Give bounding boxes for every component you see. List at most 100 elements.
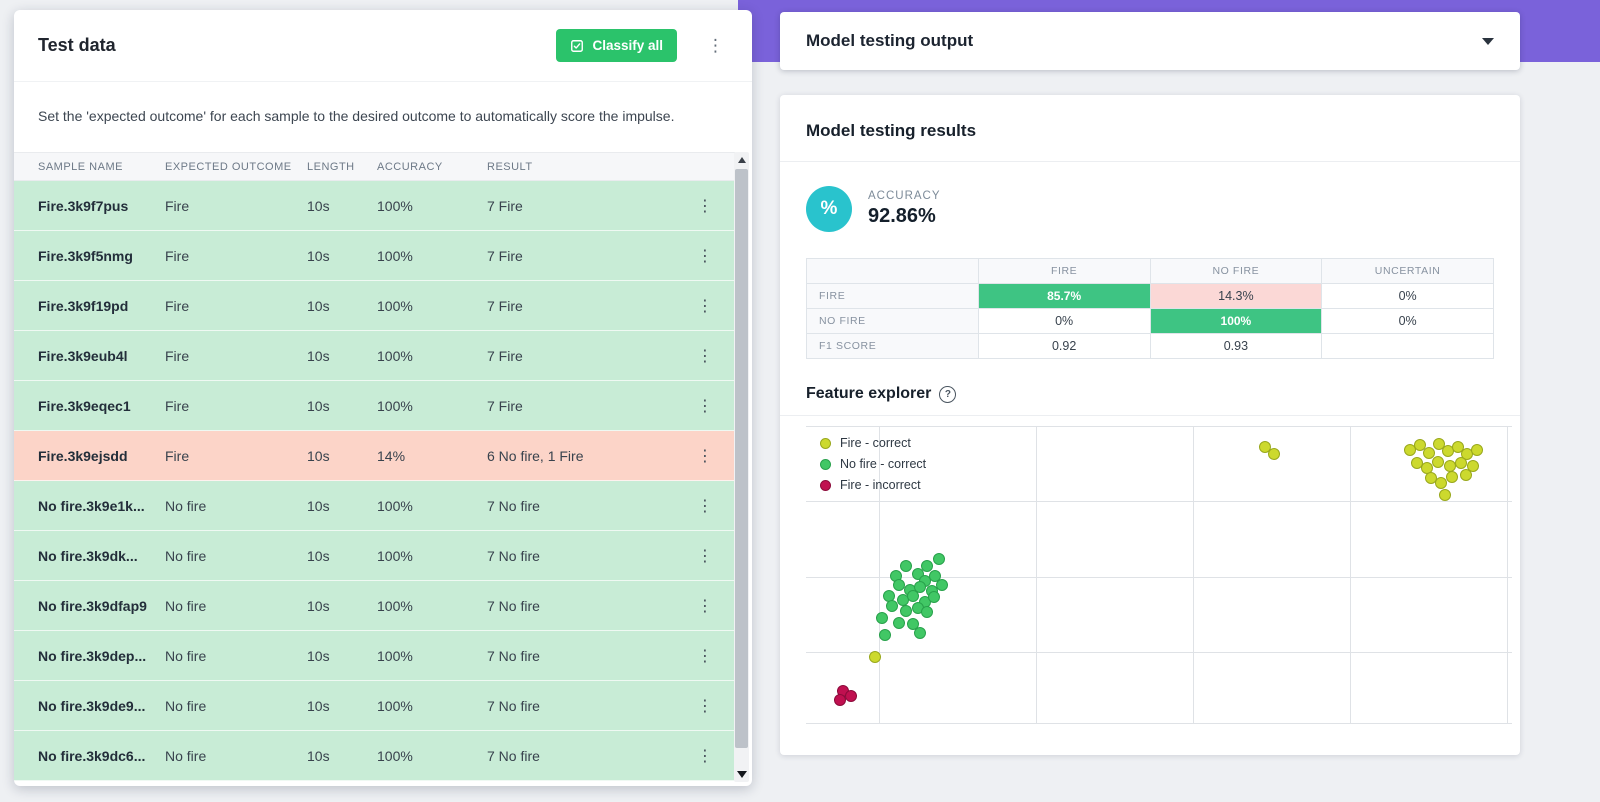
scatter-point[interactable]: [893, 616, 906, 629]
expected-outcome: Fire: [165, 197, 190, 214]
sample-result: 7 No fire: [487, 497, 540, 514]
accuracy-value: 92.86%: [868, 205, 936, 227]
matrix-cell: 0%: [978, 309, 1151, 334]
row-menu-icon[interactable]: ⋮: [697, 547, 713, 565]
table-row[interactable]: No fire.3k9dk... No fire 10s 100% 7 No fire ⋮: [14, 531, 735, 582]
scatter-point[interactable]: [900, 604, 913, 617]
row-menu-icon[interactable]: ⋮: [697, 247, 713, 265]
scatter-point[interactable]: [1435, 476, 1448, 489]
matrix-cell: 0.93: [1150, 334, 1323, 359]
table-row[interactable]: Fire.3k9ejsdd Fire 10s 14% 6 No fire, 1 Fire…: [14, 431, 735, 482]
legend-item[interactable]: Fire - correct: [820, 436, 926, 450]
scatter-point[interactable]: [893, 579, 906, 592]
legend-item[interactable]: No fire - correct: [820, 457, 926, 471]
row-menu-icon[interactable]: ⋮: [697, 347, 713, 365]
table-row[interactable]: No fire.3k9dfap9 No fire 10s 100% 7 No fire ⋮: [14, 581, 735, 632]
scatter-point[interactable]: [1258, 440, 1271, 453]
sample-accuracy: 100%: [377, 197, 413, 214]
confusion-matrix: FIRE NO FIRE UNCERTAIN FIRE 85.7% 14.3% 0% NO F…: [806, 258, 1494, 359]
scatter-point[interactable]: [845, 689, 858, 702]
sample-length: 10s: [307, 647, 330, 664]
scatter-point[interactable]: [932, 552, 945, 565]
feature-explorer-header: Feature explorer ?: [780, 359, 1520, 415]
classify-all-button[interactable]: Classify all: [556, 29, 677, 62]
accuracy-text: ACCURACY 92.86%: [868, 190, 941, 228]
sample-length: 10s: [307, 347, 330, 364]
row-menu-icon[interactable]: ⋮: [697, 597, 713, 615]
sample-result: 6 No fire, 1 Fire: [487, 447, 584, 464]
table-row[interactable]: Fire.3k9f7pus Fire 10s 100% 7 Fire ⋮: [14, 181, 735, 232]
scatter-point[interactable]: [921, 560, 934, 573]
gridline: [1036, 426, 1038, 724]
table-row[interactable]: Fire.3k9f19pd Fire 10s 100% 7 Fire ⋮: [14, 281, 735, 332]
table-row[interactable]: Fire.3k9eub4l Fire 10s 100% 7 Fire ⋮: [14, 331, 735, 382]
matrix-cell: 100%: [1150, 309, 1323, 334]
row-menu-icon[interactable]: ⋮: [697, 697, 713, 715]
expected-outcome: No fire: [165, 697, 207, 714]
scatter-point[interactable]: [1460, 469, 1473, 482]
scatter-point[interactable]: [1455, 457, 1468, 470]
row-menu-icon[interactable]: ⋮: [697, 747, 713, 765]
help-icon[interactable]: ?: [939, 385, 957, 403]
scatter-point[interactable]: [1467, 460, 1480, 473]
scatter-point[interactable]: [914, 627, 927, 640]
table-row[interactable]: No fire.3k9de9... No fire 10s 100% 7 No fire…: [14, 681, 735, 732]
scatter-point[interactable]: [1445, 470, 1458, 483]
scatter-point[interactable]: [1423, 446, 1436, 459]
row-menu-icon[interactable]: ⋮: [697, 297, 713, 315]
legend-item[interactable]: Fire - incorrect: [820, 478, 926, 492]
chevron-down-icon[interactable]: [1482, 37, 1494, 45]
scatter-point[interactable]: [928, 591, 941, 604]
scatter-point[interactable]: [1451, 440, 1464, 453]
scatter-point[interactable]: [900, 560, 913, 573]
table-row[interactable]: No fire.3k9dep... No fire 10s 100% 7 No fire…: [14, 631, 735, 682]
panel-menu-icon[interactable]: ⋮: [707, 35, 724, 55]
sample-result: 7 No fire: [487, 647, 540, 664]
sample-name: Fire.3k9ejsdd: [38, 447, 128, 464]
sample-name: No fire.3k9e1k...: [38, 497, 145, 514]
scroll-up-button[interactable]: [734, 152, 749, 168]
row-menu-icon[interactable]: ⋮: [697, 397, 713, 415]
row-menu-icon[interactable]: ⋮: [697, 497, 713, 515]
scatter-point[interactable]: [1470, 443, 1483, 456]
scatter-point[interactable]: [1438, 488, 1451, 501]
row-menu-icon[interactable]: ⋮: [697, 447, 713, 465]
scatter-point[interactable]: [886, 600, 899, 613]
scatter-point[interactable]: [1403, 443, 1416, 456]
table-scrollbar[interactable]: [734, 152, 749, 782]
sample-length: 10s: [307, 197, 330, 214]
scatter-point[interactable]: [833, 694, 846, 707]
table-row[interactable]: Fire.3k9f5nmg Fire 10s 100% 7 Fire ⋮: [14, 231, 735, 282]
scatter-point[interactable]: [876, 612, 889, 625]
scroll-down-button[interactable]: [734, 766, 749, 782]
sample-name: Fire.3k9eqec1: [38, 397, 131, 414]
scatter-point[interactable]: [1268, 448, 1281, 461]
column-header-expected-outcome: EXPECTED OUTCOME: [165, 160, 292, 173]
scatter-point[interactable]: [935, 579, 948, 592]
sample-accuracy: 100%: [377, 247, 413, 264]
gridline: [806, 723, 1512, 725]
column-header-result: RESULT: [487, 160, 533, 173]
sample-accuracy: 100%: [377, 297, 413, 314]
table-row[interactable]: No fire.3k9dc6... No fire 10s 100% 7 No fire…: [14, 731, 735, 782]
row-menu-icon[interactable]: ⋮: [697, 647, 713, 665]
scatter-point[interactable]: [1414, 439, 1427, 452]
scatter-point[interactable]: [921, 606, 934, 619]
gridline: [806, 652, 1512, 654]
gridline: [1192, 426, 1194, 724]
scatter-point[interactable]: [879, 628, 892, 641]
scatter-point[interactable]: [1433, 437, 1446, 450]
scatter-point[interactable]: [907, 589, 920, 602]
row-menu-icon[interactable]: ⋮: [697, 197, 713, 215]
legend-label: Fire - incorrect: [840, 478, 921, 492]
sample-length: 10s: [307, 547, 330, 564]
sample-accuracy: 100%: [377, 647, 413, 664]
scatter-point[interactable]: [869, 650, 882, 663]
scatter-point[interactable]: [1431, 455, 1444, 468]
sample-result: 7 Fire: [487, 347, 523, 364]
feature-explorer-title: Feature explorer: [806, 385, 932, 402]
sample-result: 7 Fire: [487, 197, 523, 214]
table-row[interactable]: No fire.3k9e1k... No fire 10s 100% 7 No fire…: [14, 481, 735, 532]
table-row[interactable]: Fire.3k9eqec1 Fire 10s 100% 7 Fire ⋮: [14, 381, 735, 432]
scrollbar-thumb[interactable]: [735, 169, 748, 748]
